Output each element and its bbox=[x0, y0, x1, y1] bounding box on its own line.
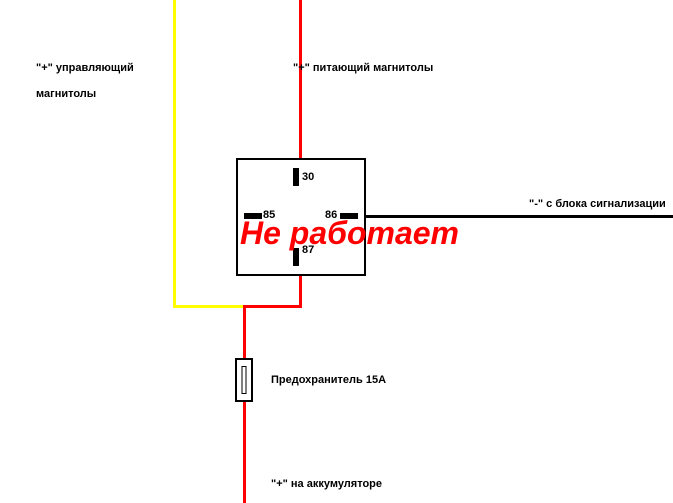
label-power-plus: "+" питающий магнитолы bbox=[293, 62, 433, 74]
overlay-not-working: Не работает bbox=[240, 215, 459, 252]
yellow-wire-vertical bbox=[173, 0, 176, 308]
red-wire-junction-horizontal bbox=[243, 305, 302, 308]
red-wire-relay-to-junction bbox=[299, 274, 302, 308]
red-wire-junction-to-fuse bbox=[243, 305, 246, 360]
red-wire-fuse-to-bottom bbox=[243, 400, 246, 503]
label-alarm-minus: "-" с блока сигнализации bbox=[529, 198, 666, 210]
pin-30 bbox=[293, 168, 299, 186]
label-battery-plus: "+" на аккумуляторе bbox=[271, 478, 382, 490]
label-control-plus-line1: "+" управляющий bbox=[36, 62, 134, 74]
label-control-plus-line2: магнитолы bbox=[36, 88, 96, 100]
pin-30-label: 30 bbox=[302, 171, 314, 183]
red-wire-top-vertical bbox=[299, 0, 302, 160]
fuse bbox=[235, 358, 253, 402]
fuse-inner bbox=[242, 366, 247, 394]
label-fuse: Предохранитель 15А bbox=[271, 374, 386, 386]
yellow-wire-horizontal bbox=[173, 305, 246, 308]
